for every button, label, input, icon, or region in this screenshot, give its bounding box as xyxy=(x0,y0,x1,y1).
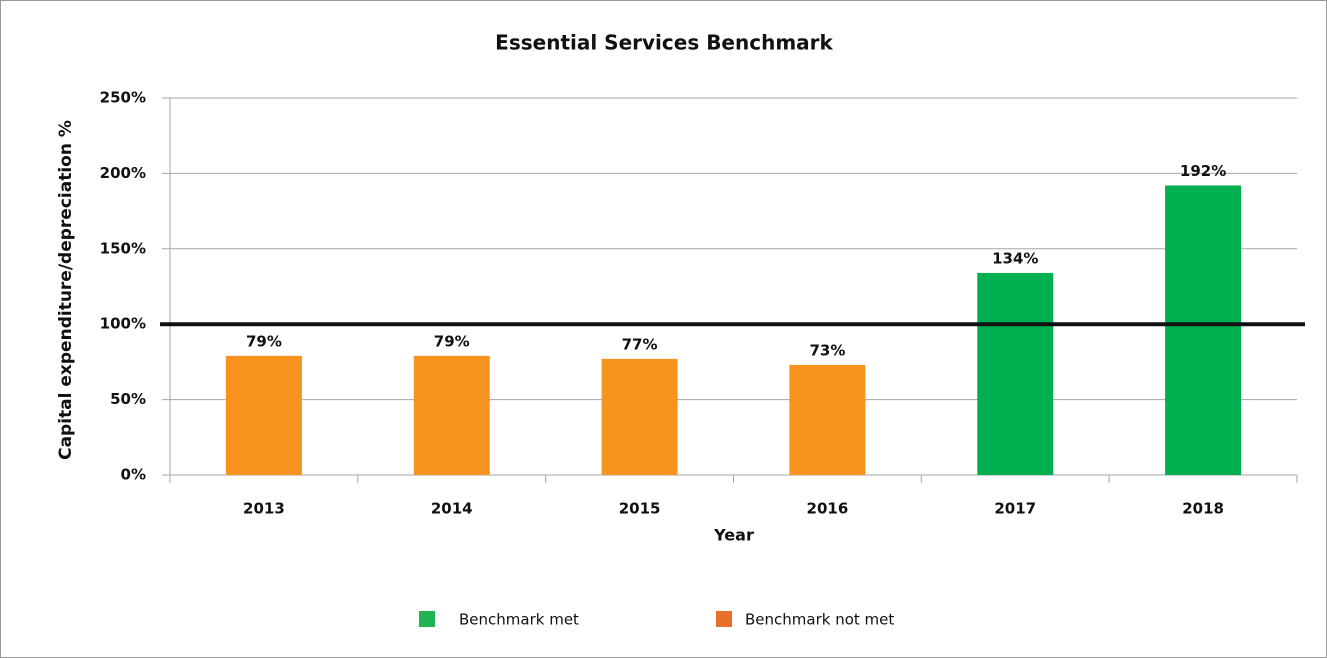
x-tick-label: 2017 xyxy=(994,500,1036,518)
y-axis-label: Capital expenditure/depreciation % xyxy=(56,120,76,460)
legend-label: Benchmark met xyxy=(459,611,579,629)
legend-swatch xyxy=(716,611,732,627)
bar xyxy=(1165,185,1242,476)
data-label: 77% xyxy=(622,335,658,353)
chart-title: Essential Services Benchmark xyxy=(495,31,833,55)
data-label: 192% xyxy=(1180,162,1226,180)
data-label: 79% xyxy=(246,332,282,350)
data-label: 79% xyxy=(434,332,470,350)
y-tick-label: 100% xyxy=(100,315,146,333)
data-label: 73% xyxy=(809,341,845,359)
y-tick-label: 150% xyxy=(100,239,146,257)
x-tick-label: 2014 xyxy=(431,500,473,518)
y-tick-label: 50% xyxy=(110,390,146,408)
y-tick-label: 0% xyxy=(121,466,146,484)
bar xyxy=(413,355,490,475)
x-tick-label: 2013 xyxy=(243,500,285,518)
bar xyxy=(601,358,678,475)
bar xyxy=(789,364,866,475)
y-tick-label: 200% xyxy=(100,164,146,182)
data-label: 134% xyxy=(992,249,1038,267)
legend-swatch xyxy=(419,611,435,627)
y-tick-label: 250% xyxy=(100,89,146,107)
x-axis-label: Year xyxy=(713,526,754,545)
x-tick-label: 2018 xyxy=(1182,500,1224,518)
x-tick-label: 2015 xyxy=(619,500,661,518)
x-tick-label: 2016 xyxy=(807,500,849,518)
legend-label: Benchmark not met xyxy=(745,611,894,629)
bar xyxy=(225,355,302,475)
bar xyxy=(977,272,1054,475)
